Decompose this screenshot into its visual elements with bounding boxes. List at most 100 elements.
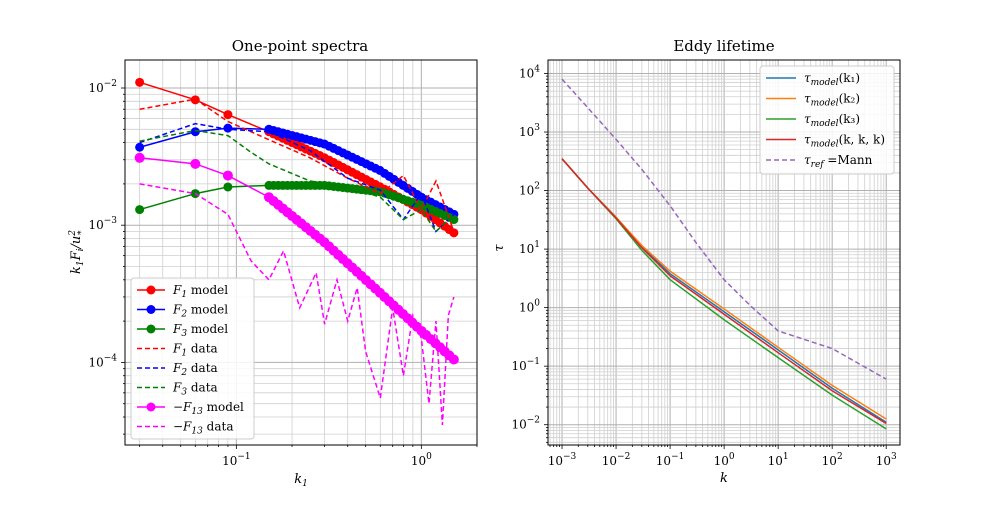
legend-label: τref =Mann [804, 153, 873, 170]
spectra-series-6 [134, 152, 459, 365]
legend-label-suffix: data [203, 420, 234, 434]
legend-label: −F13 model [173, 400, 244, 417]
legend-label-suffix: (k₁) [839, 71, 860, 85]
y-tick-base: 10 [519, 242, 534, 256]
lifetime-frame [547, 59, 901, 446]
y-tick-base: 10 [511, 359, 526, 373]
legend-marker [146, 285, 156, 295]
lifetime-series-3-line [561, 158, 887, 425]
lifetime-series-3 [561, 158, 887, 425]
y-tick-label: 10−3 [88, 216, 117, 232]
spectra-series-6-marker [448, 354, 459, 365]
legend-label: F3 model [172, 322, 228, 339]
spectra-series-6-marker [190, 158, 201, 169]
lifetime-series-4 [561, 78, 887, 380]
spectra-series-7 [139, 183, 455, 425]
legend-label: τmodel(k₃) [804, 112, 860, 129]
lifetime-series-clip [561, 78, 887, 430]
x-tick-label: 10−2 [602, 452, 631, 468]
x-tick-base: 10 [822, 454, 837, 468]
x-tick-base: 10 [768, 454, 783, 468]
spectra-series-1-marker [135, 142, 145, 152]
x-tick-base: 10 [548, 454, 563, 468]
legend-label: F3 data [172, 381, 218, 398]
legend-label-suffix: (k₃) [839, 112, 860, 126]
y-tick-exp: −2 [104, 79, 117, 89]
spectra-legend-box [130, 277, 255, 440]
x-tick-base: 10 [411, 454, 426, 468]
legend-label-sub: 1 [181, 290, 187, 300]
y-tick-exp: −3 [104, 216, 118, 226]
legend-label: F2 data [172, 361, 218, 378]
y-tick-label: 101 [519, 240, 540, 256]
legend-label-suffix: data [187, 361, 218, 375]
y-tick-label: 104 [519, 64, 540, 80]
legend-label-sub: 2 [180, 368, 187, 378]
spectra-series-5-line [139, 129, 455, 233]
legend-label: F2 model [172, 303, 228, 320]
legend-label-main: F [172, 322, 182, 336]
x-tick-label: 102 [822, 452, 843, 468]
lifetime-series-4-line [561, 78, 887, 380]
lifetime-plot: Eddy lifetime 10−3 10−2 10−1 100 101 102 10310… [492, 37, 901, 486]
x-tick-exp: 3 [891, 452, 897, 462]
legend-label-sub: 2 [180, 310, 187, 320]
legend-label-sub: 13 [191, 407, 203, 417]
x-tick-exp: −2 [617, 452, 630, 462]
legend-marker [146, 402, 156, 412]
y-tick-label: 10−2 [88, 79, 117, 95]
spectra-series-6-marker [134, 152, 145, 163]
y-tick-base: 10 [88, 218, 103, 232]
legend-marker [146, 305, 156, 314]
legend-label: τmodel(k, k, k) [804, 133, 885, 150]
y-tick-exp: 4 [534, 64, 540, 74]
legend-label: τmodel(k₂) [804, 92, 860, 109]
x-tick-exp: 2 [837, 452, 843, 462]
legend-label-main: F [172, 361, 182, 375]
legend-label-suffix: model [187, 303, 228, 317]
y-tick-base: 10 [88, 355, 103, 369]
legend-label-suffix: data [187, 381, 218, 395]
legend-label-sub: model [811, 78, 839, 88]
legend-label-sub: 3 [181, 388, 187, 398]
x-tick-label: 103 [876, 452, 897, 468]
spectra-series [134, 77, 459, 425]
legend-marker [146, 324, 156, 334]
x-tick-exp: 0 [729, 452, 735, 462]
x-tick-exp: 0 [426, 452, 432, 462]
spectra-series-0-marker [135, 77, 145, 87]
spectra-series-7-line [139, 183, 455, 425]
x-tick-label: 101 [768, 452, 789, 468]
legend-label-main: −F [173, 420, 192, 434]
legend-label-main: τ [804, 71, 811, 85]
y-tick-label: 100 [519, 299, 540, 315]
legend-label-main: τ [804, 133, 811, 147]
legend-label-main: −F [173, 400, 192, 414]
y-tick-exp: 3 [534, 123, 540, 133]
spectra-series-6-marker [222, 170, 233, 181]
y-tick-exp: 0 [534, 299, 540, 309]
legend-label-main: F [172, 303, 182, 317]
legend-label-suffix: =Mann [824, 153, 873, 167]
legend-label-main: τ [804, 112, 811, 126]
legend-label-main: F [172, 283, 182, 297]
x-tick-base: 10 [222, 454, 237, 468]
legend-label-suffix: (k, k, k) [839, 133, 885, 147]
x-tick-label: 100 [411, 452, 432, 468]
lifetime-legend: τmodel(k₁)τmodel(k₂)τmodel(k₃)τmodel(k, … [759, 65, 895, 175]
legend-label-main: F [172, 342, 182, 356]
y-tick-base: 10 [88, 81, 103, 95]
legend-label-main: τ [804, 92, 811, 106]
legend-label: F1 data [172, 342, 218, 359]
x-tick-base: 10 [602, 454, 617, 468]
y-tick-base: 10 [519, 184, 534, 198]
legend-label: τmodel(k₁) [804, 71, 860, 88]
spectra-series-0-marker [223, 110, 233, 120]
x-tick-label: 10−1 [222, 452, 251, 468]
legend-label-sub: model [811, 140, 839, 150]
y-tick-label: 10−2 [511, 416, 540, 432]
